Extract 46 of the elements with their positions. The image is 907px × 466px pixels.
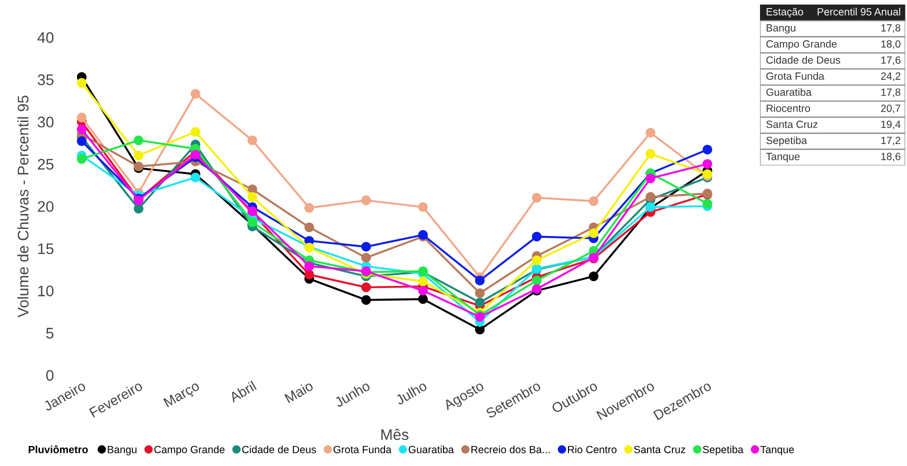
- legend-label: Guaratiba: [408, 446, 454, 454]
- text: 17,6: [881, 56, 900, 65]
- y-tick-label: 10: [38, 286, 54, 296]
- text: 24,2: [881, 72, 900, 82]
- text: 17,2: [881, 136, 900, 146]
- category-label: Campo Grande: [766, 40, 837, 50]
- y-axis-title: Volume de Chuvas - Percentil 95: [17, 96, 29, 318]
- text: 18,0: [881, 40, 900, 49]
- legend-label: Tanque: [760, 446, 794, 456]
- category-label: Santa Cruz: [766, 120, 818, 128]
- x-axis-title: Mês: [381, 428, 408, 440]
- category-label: Grota Funda: [766, 72, 824, 80]
- category-label: Cidade de Deus: [766, 56, 840, 64]
- text: 17,8: [881, 88, 900, 98]
- x-tick-label: Maio: [284, 380, 314, 404]
- x-tick-label: Junho: [334, 380, 371, 408]
- legend-label: Sepetiba: [702, 446, 744, 456]
- x-tick-label: Julho: [394, 380, 428, 406]
- text: 18,6: [881, 152, 900, 162]
- x-tick-label: Abril: [228, 380, 257, 403]
- text: 19,4: [881, 120, 901, 130]
- category-label: Tanque: [766, 152, 800, 162]
- y-tick-label: 0: [46, 370, 54, 381]
- y-tick-label: 30: [38, 116, 54, 128]
- text: Estação: [766, 8, 804, 18]
- y-tick-label: 5: [46, 328, 54, 339]
- text: 20,7: [881, 104, 900, 114]
- legend-label: Santa Cruz: [634, 446, 686, 454]
- y-tick-label: 35: [38, 74, 54, 86]
- legend-label: Grota Funda: [334, 446, 392, 454]
- category-label: Bangu: [766, 24, 796, 34]
- y-tick-label: 20: [38, 201, 54, 212]
- legend-label: Cidade de Deus: [242, 446, 316, 454]
- text: 17,8: [881, 24, 900, 33]
- legend-title: Pluviômetro: [28, 445, 88, 454]
- legend-label: Recreio dos Ba...: [471, 446, 550, 454]
- legend-label: Rio Centro: [568, 446, 616, 454]
- legend-label: Bangu: [108, 446, 136, 456]
- y-tick-label: 40: [37, 32, 54, 43]
- y-tick-label: 15: [38, 243, 54, 254]
- category-label: Guaratiba: [766, 88, 812, 96]
- category-label: Sepetiba: [766, 136, 807, 146]
- legend-label: Campo Grande: [154, 446, 225, 456]
- text: Percentil 95 Anual: [818, 8, 900, 16]
- category-label: Riocentro: [766, 104, 810, 112]
- y-tick-label: 25: [38, 158, 54, 170]
